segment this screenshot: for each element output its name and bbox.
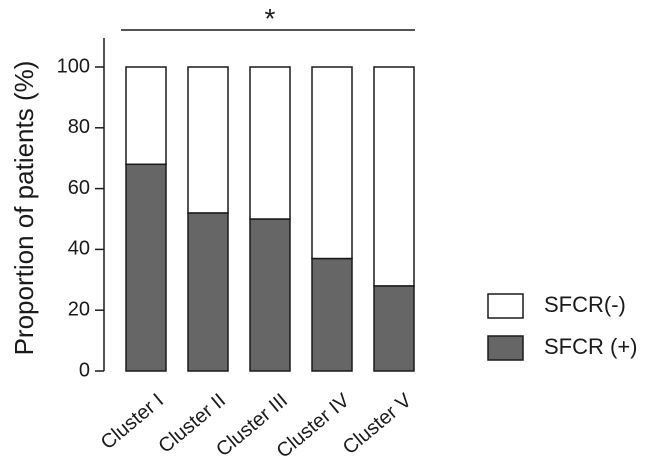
y-tick-label: 60 — [68, 177, 90, 199]
bar-sfcr-negative-5 — [373, 66, 415, 287]
y-ticks: 0 20 40 60 80 100 — [57, 55, 104, 381]
legend-label: SFCR(-) — [544, 292, 626, 317]
bar-sfcr-negative-4 — [311, 66, 353, 260]
bar-sfcr-positive-3 — [249, 218, 291, 372]
bar-sfcr-positive-1 — [125, 163, 167, 372]
bar-sfcr-negative-1 — [125, 66, 167, 166]
y-tick-label: 40 — [68, 238, 90, 260]
legend: SFCR(-) SFCR (+) — [487, 292, 638, 361]
bar-sfcr-positive-2 — [187, 212, 229, 372]
y-axis-label: Proportion of patients (%) — [9, 61, 39, 356]
legend-label: SFCR (+) — [544, 334, 638, 359]
bar-sfcr-negative-2 — [187, 66, 229, 214]
legend-swatch — [487, 293, 524, 319]
y-tick-label: 80 — [68, 116, 90, 138]
legend-swatch — [487, 335, 524, 361]
y-tick-label: 100 — [57, 55, 90, 77]
y-tick-label: 0 — [79, 359, 90, 381]
significance-marker: * — [265, 3, 276, 34]
bars-layer — [125, 66, 415, 372]
bar-sfcr-positive-4 — [311, 257, 353, 372]
y-tick-label: 20 — [68, 298, 90, 320]
bar-sfcr-positive-5 — [373, 285, 415, 372]
x-tick-label: Cluster V — [339, 389, 417, 459]
bar-sfcr-negative-3 — [249, 66, 291, 220]
